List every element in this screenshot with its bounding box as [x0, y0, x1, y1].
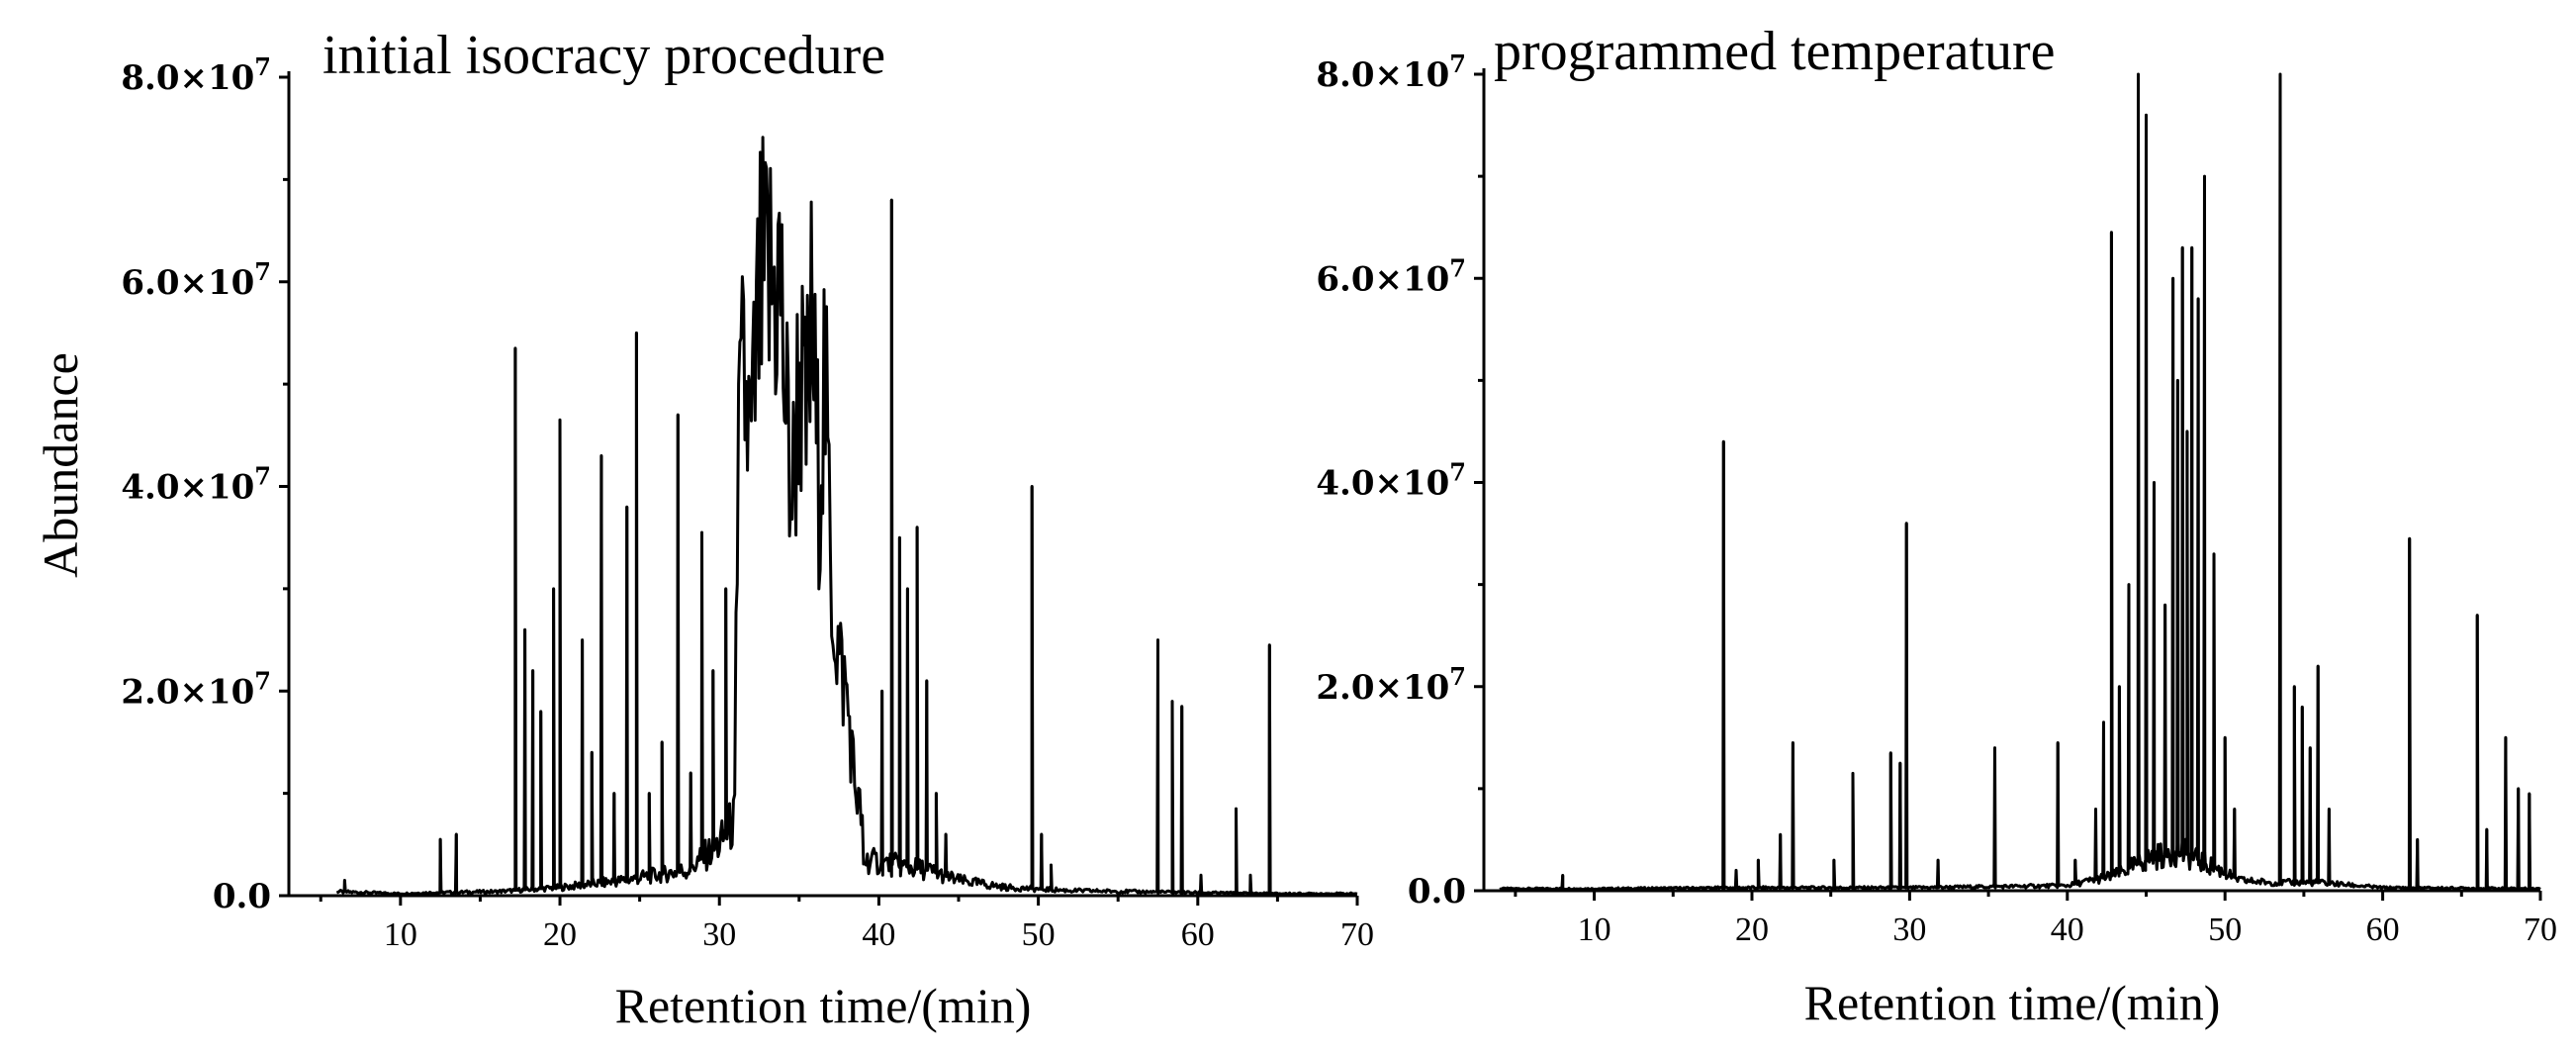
x-tick-label-60: 60: [1181, 916, 1215, 953]
y-tick-label-1: 2.0×107: [1316, 662, 1466, 708]
right-chart-panel: 10 20 30 40 50 60 70 0.0 2.0×107 4.0×107 6.0×107 8.…: [1316, 21, 2557, 1030]
y-tick-label-3: 6.0×107: [121, 257, 271, 303]
x-tick-label-40: 40: [862, 916, 895, 953]
chromatogram-trace: [335, 136, 1358, 897]
x-axis-title: Retention time/(min): [1804, 975, 2221, 1030]
x-tick-label-20: 20: [1735, 912, 1769, 948]
y-tick-label-3: 6.0×107: [1316, 253, 1466, 299]
panel-title: initial isocracy procedure: [322, 25, 885, 86]
panel-title: programmed temperature: [1494, 21, 2056, 82]
y-axis-title: Abundance: [33, 352, 88, 578]
x-tick-label-30: 30: [1892, 912, 1926, 948]
y-tick-label-2: 4.0×107: [1316, 458, 1466, 504]
x-tick-label-50: 50: [1022, 916, 1056, 953]
y-tick-label-1: 2.0×107: [121, 666, 271, 712]
y-tick-label-4: 8.0×107: [1316, 49, 1466, 95]
x-tick-label-20: 20: [543, 916, 577, 953]
x-tick-label-30: 30: [702, 916, 736, 953]
x-tick-label-50: 50: [2208, 912, 2242, 948]
x-axis-title: Retention time/(min): [615, 978, 1032, 1033]
y-tick-label-0: 0.0: [1408, 872, 1466, 912]
x-tick-label-70: 70: [1340, 916, 1374, 953]
x-tick-label-10: 10: [384, 916, 417, 953]
left-chart-panel: 10 20 30 40 50 60 70 0.0 2.0×107 4.0×107 6.0×107 8.…: [121, 25, 1374, 1033]
x-tick-label-70: 70: [2524, 912, 2557, 948]
x-tick-label-60: 60: [2366, 912, 2400, 948]
x-tick-label-40: 40: [2051, 912, 2084, 948]
y-tick-label-4: 8.0×107: [121, 52, 271, 98]
x-tick-label-10: 10: [1578, 912, 1611, 948]
y-tick-label-2: 4.0×107: [121, 462, 271, 508]
chromatogram-trace: [1499, 72, 2541, 892]
y-tick-label-0: 0.0: [213, 877, 271, 916]
